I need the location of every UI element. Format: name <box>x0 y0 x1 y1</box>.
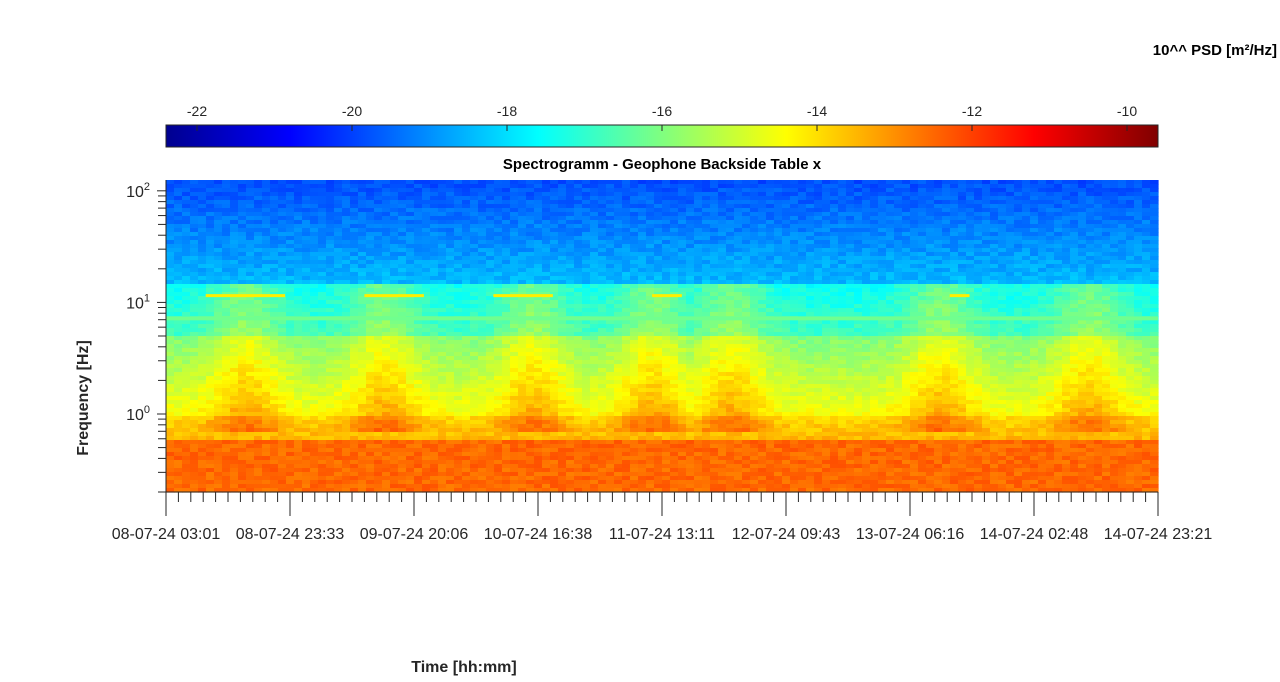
colorbar-label: 10^^ PSD [m²/Hz] <box>1153 42 1277 59</box>
spectral-line-11hz <box>493 294 553 297</box>
colorbar-tick-label: -16 <box>652 103 672 119</box>
x-tick-label: 13-07-24 06:16 <box>856 526 965 543</box>
x-tick-label: 08-07-24 03:01 <box>112 526 221 543</box>
colorbar-tick-label: -20 <box>342 103 362 119</box>
spectral-line-11hz <box>206 294 285 297</box>
x-axis: 08-07-24 03:01 08-07-24 23:33 09-07-24 20:… <box>112 492 1213 543</box>
x-tick-label: 14-07-24 23:21 <box>1104 526 1213 543</box>
spectral-line-7hz <box>166 316 1158 320</box>
colorbar-tick-label: -18 <box>497 103 517 119</box>
spectral-line-11hz <box>652 294 682 297</box>
spectral-line-11hz <box>364 294 424 297</box>
y-tick-label: 100 <box>126 404 150 424</box>
spectral-line-11hz <box>950 294 970 297</box>
y-axis-label: Frequency [Hz] <box>75 340 92 456</box>
colorbar-tick-label: -14 <box>807 103 827 119</box>
plot-area: 100 101 102 08-07-24 03:01 08-07-24 23:33 09… <box>112 180 1213 543</box>
colorbar-tick-label: -22 <box>187 103 207 119</box>
x-tick-label: 10-07-24 16:38 <box>484 526 593 543</box>
colorbar: -22 -20 -18 -16 -14 -12 -10 <box>166 103 1158 147</box>
colorbar-tick-label: -12 <box>962 103 982 119</box>
chart-title: Spectrogramm - Geophone Backside Table x <box>503 156 822 173</box>
x-tick-label: 09-07-24 20:06 <box>360 526 469 543</box>
y-tick-label: 102 <box>126 181 150 201</box>
colorbar-tick-label: -10 <box>1117 103 1137 119</box>
x-tick-label: 08-07-24 23:33 <box>236 526 345 543</box>
x-tick-label: 11-07-24 13:11 <box>609 526 715 543</box>
x-tick-label: 12-07-24 09:43 <box>732 526 841 543</box>
y-axis: 100 101 102 <box>126 180 166 492</box>
y-tick-label: 101 <box>126 292 150 312</box>
spectrogram-heatmap <box>166 180 1159 493</box>
x-tick-label: 14-07-24 02:48 <box>980 526 1089 543</box>
x-axis-label: Time [hh:mm] <box>411 659 516 676</box>
